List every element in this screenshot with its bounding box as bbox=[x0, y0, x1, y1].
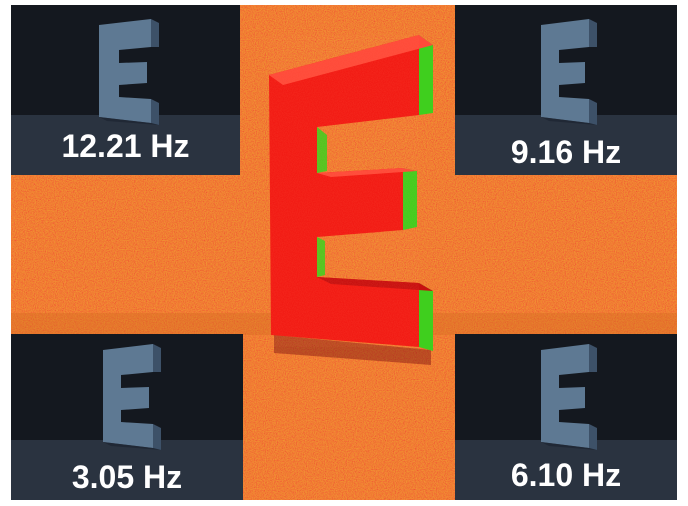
letter-e-render-icon bbox=[455, 5, 677, 175]
panel-top-right: 9.16 Hz bbox=[455, 5, 677, 175]
letter-e-render-icon bbox=[11, 5, 240, 175]
letter-e-render-icon bbox=[455, 334, 677, 500]
panel-bottom-right: 6.10 Hz bbox=[455, 334, 677, 500]
letter-e-shape bbox=[269, 35, 433, 365]
frequency-label: 3.05 Hz bbox=[71, 459, 183, 495]
frequency-label: 9.16 Hz bbox=[510, 134, 622, 170]
letter-e-render-icon bbox=[11, 334, 243, 500]
panel-bottom-left: 3.05 Hz bbox=[11, 334, 243, 500]
frequency-label: 12.21 Hz bbox=[61, 128, 190, 164]
panel-top-left: 12.21 Hz bbox=[11, 5, 240, 175]
frequency-label: 6.10 Hz bbox=[510, 457, 622, 493]
